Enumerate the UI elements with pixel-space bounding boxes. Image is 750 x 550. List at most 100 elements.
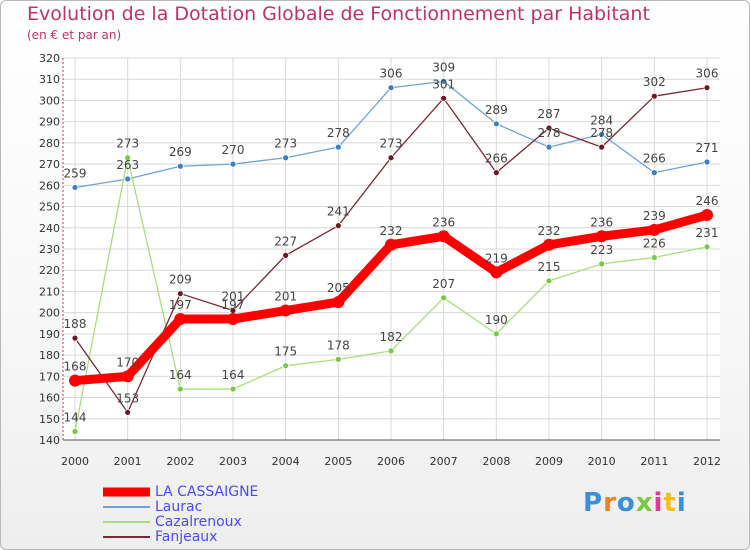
point-cazalrenoux-2009	[545, 277, 553, 285]
logo-letter: x	[635, 488, 654, 518]
x-tick-label-2012: 2012	[693, 455, 721, 468]
data-label-la-cassaigne-2001: 170	[116, 355, 139, 369]
point-laurac-2003	[229, 160, 237, 168]
x-tick-label-2001: 2001	[114, 455, 142, 468]
y-tick-label-220: 220	[39, 264, 60, 277]
point-fanjeaux-2008	[492, 169, 500, 177]
y-tick-label-240: 240	[39, 222, 60, 235]
data-label-fanjeaux-2004: 227	[274, 234, 297, 248]
legend-label-cazalrenoux: Cazalrenoux	[155, 514, 242, 530]
y-tick-label-150: 150	[39, 413, 60, 426]
data-label-la-cassaigne-2010: 236	[590, 215, 613, 229]
x-tick-label-2003: 2003	[219, 455, 247, 468]
y-tick-label-190: 190	[39, 328, 60, 341]
data-label-la-cassaigne-2011: 239	[643, 209, 666, 223]
data-label-fanjeaux-2007: 301	[432, 77, 455, 91]
point-laurac-2005	[334, 143, 342, 151]
data-label-la-cassaigne-2012: 246	[696, 194, 719, 208]
x-tick-label-2004: 2004	[272, 455, 300, 468]
data-label-cazalrenoux-2010: 223	[590, 243, 613, 257]
data-label-la-cassaigne-2007: 236	[432, 215, 455, 229]
point-la-cassaigne-2009	[543, 238, 555, 251]
y-tick-label-200: 200	[39, 307, 60, 320]
y-tick-label-280: 280	[39, 137, 60, 150]
point-cazalrenoux-2002	[176, 385, 184, 393]
point-la-cassaigne-2001	[121, 370, 134, 383]
point-la-cassaigne-2004	[279, 304, 292, 317]
point-la-cassaigne-2002	[174, 313, 187, 326]
point-laurac-2012	[703, 158, 711, 166]
y-tick-label-140: 140	[39, 434, 60, 447]
data-label-la-cassaigne-2009: 232	[538, 224, 561, 238]
y-tick-label-210: 210	[39, 285, 60, 298]
point-cazalrenoux-2006	[387, 347, 395, 355]
point-laurac-2000	[71, 184, 79, 191]
logo-letter: o	[616, 488, 636, 518]
point-la-cassaigne-2007	[437, 230, 450, 243]
data-label-laurac-2000: 259	[64, 166, 87, 180]
data-label-la-cassaigne-2000: 168	[64, 360, 87, 374]
x-tick-label-2006: 2006	[377, 455, 405, 468]
data-label-fanjeaux-2005: 241	[327, 205, 350, 219]
point-laurac-2002	[176, 162, 184, 170]
data-label-la-cassaigne-2004: 201	[274, 290, 297, 304]
data-label-laurac-2012: 271	[696, 141, 719, 155]
data-label-laurac-2006: 306	[380, 67, 403, 81]
y-tick-label-270: 270	[39, 158, 60, 171]
data-label-fanjeaux-2009: 287	[538, 107, 561, 121]
legend-label-laurac: Laurac	[155, 499, 203, 515]
data-label-fanjeaux-2002: 209	[169, 273, 192, 287]
y-tick-label-320: 320	[39, 52, 60, 65]
point-cazalrenoux-2007	[440, 294, 448, 302]
data-label-cazalrenoux-2003: 164	[222, 368, 245, 382]
point-fanjeaux-2004	[282, 251, 290, 259]
point-fanjeaux-2001	[124, 409, 132, 416]
point-fanjeaux-2007	[440, 94, 448, 102]
data-label-cazalrenoux-2000: 144	[64, 411, 87, 425]
data-label-laurac-2009: 278	[538, 126, 561, 140]
x-tick-label-2007: 2007	[430, 455, 458, 468]
data-label-fanjeaux-2000: 188	[64, 317, 87, 331]
point-fanjeaux-2010	[598, 143, 606, 151]
data-label-fanjeaux-2003: 201	[222, 290, 245, 304]
y-tick-label-230: 230	[39, 243, 60, 256]
point-cazalrenoux-2010	[598, 260, 606, 268]
logo-letter: i	[676, 488, 687, 518]
x-tick-label-2010: 2010	[588, 455, 616, 468]
y-tick-label-160: 160	[39, 392, 60, 405]
data-label-fanjeaux-2011: 302	[643, 75, 666, 89]
point-la-cassaigne-2006	[385, 238, 397, 251]
point-la-cassaigne-2011	[648, 223, 661, 236]
x-tick-label-2011: 2011	[640, 455, 668, 468]
point-cazalrenoux-2008	[492, 330, 500, 338]
logo-letter: t	[663, 488, 677, 518]
point-cazalrenoux-2000	[71, 428, 79, 435]
x-tick-label-2009: 2009	[535, 455, 563, 468]
point-laurac-2009	[545, 143, 553, 151]
data-label-laurac-2008: 289	[485, 103, 508, 117]
data-label-laurac-2004: 273	[274, 137, 297, 151]
logo-letter: P	[583, 488, 604, 518]
data-label-cazalrenoux-2004: 175	[274, 345, 297, 359]
data-label-cazalrenoux-2012: 231	[696, 226, 719, 240]
y-tick-label-180: 180	[39, 349, 60, 362]
legend-label-la-cassaigne: LA CASSAIGNE	[155, 484, 259, 500]
data-label-laurac-2001: 263	[116, 158, 139, 172]
data-label-la-cassaigne-2002: 197	[169, 298, 192, 312]
chart-title: Evolution de la Dotation Globale de Fonc…	[27, 3, 650, 25]
data-label-laurac-2003: 270	[222, 143, 245, 157]
data-label-la-cassaigne-2005: 205	[327, 281, 350, 295]
data-label-fanjeaux-2001: 153	[116, 391, 139, 405]
point-fanjeaux-2002	[176, 290, 184, 297]
data-label-fanjeaux-2008: 266	[485, 152, 508, 166]
y-tick-label-170: 170	[39, 370, 60, 383]
point-la-cassaigne-2012	[701, 209, 713, 222]
point-cazalrenoux-2004	[282, 362, 290, 370]
y-tick-label-260: 260	[39, 179, 60, 192]
data-label-laurac-2005: 278	[327, 126, 350, 140]
x-tick-label-2005: 2005	[324, 455, 352, 468]
logo-letter: i	[653, 488, 664, 518]
y-tick-label-300: 300	[39, 94, 60, 107]
data-label-cazalrenoux-2009: 215	[538, 260, 561, 274]
